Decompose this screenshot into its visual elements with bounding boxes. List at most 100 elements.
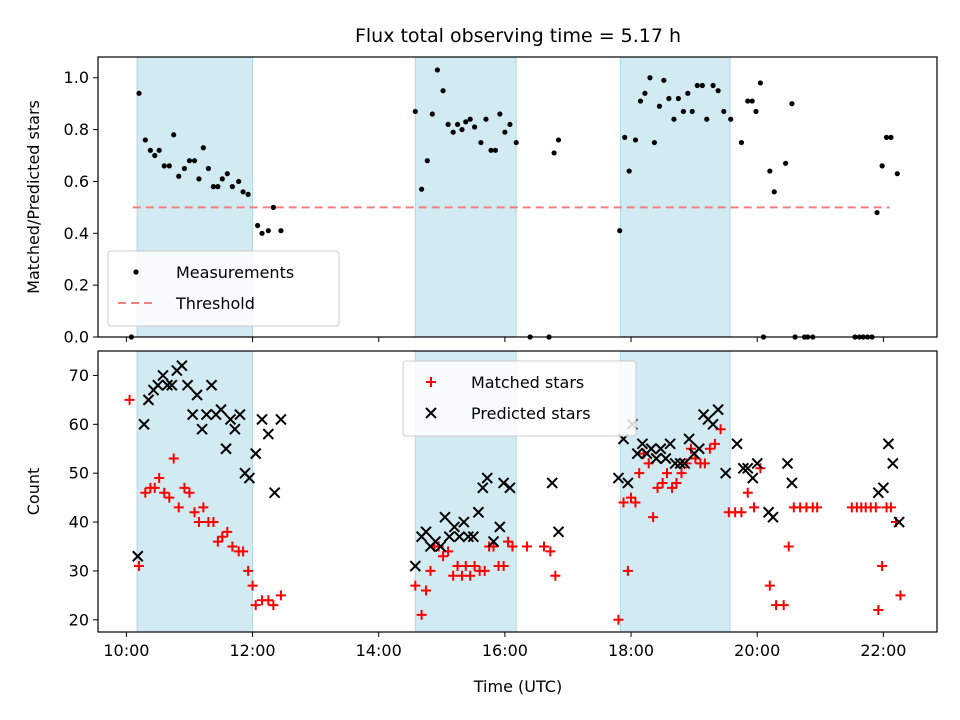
measurement-point	[626, 168, 632, 174]
matched-star-point	[685, 443, 696, 454]
measurement-point	[555, 137, 562, 143]
measurement-point	[502, 129, 508, 135]
predicted-star-point	[546, 477, 558, 489]
measurement-point	[728, 116, 734, 122]
matched-star-point	[630, 497, 641, 508]
matched-star-point	[676, 468, 687, 479]
matched-star-point	[634, 468, 645, 479]
matched-star-point	[238, 546, 249, 557]
measurement-point	[699, 82, 705, 89]
measurement-point	[156, 147, 162, 153]
measurement-point	[200, 145, 206, 151]
matched-star-point	[438, 551, 449, 562]
measurement-point	[240, 189, 246, 195]
measurement-point	[753, 108, 759, 115]
legend-label: Predicted stars	[471, 404, 591, 423]
measurement-point	[617, 228, 623, 234]
predicted-star-point	[477, 482, 489, 494]
measurement-point	[497, 111, 503, 117]
matched-star-point	[448, 570, 459, 581]
matched-star-point	[198, 502, 209, 513]
matched-star-point	[870, 502, 881, 513]
predicted-star-point	[693, 443, 705, 455]
measurement-point	[492, 147, 499, 153]
predicted-star-point	[719, 467, 732, 479]
matched-star-point	[699, 458, 710, 469]
matched-star-point	[250, 600, 261, 611]
y-tick-label: 60	[69, 415, 89, 434]
x-tick-label: 20:00	[734, 641, 780, 660]
matched-star-point	[217, 531, 228, 542]
matched-star-point	[275, 590, 286, 601]
measurement-point	[181, 165, 188, 172]
predicted-star-point	[166, 379, 178, 391]
predicted-star-point	[462, 530, 475, 543]
matched-star-point	[469, 561, 480, 572]
measurement-point	[488, 147, 494, 153]
matched-star-point	[488, 541, 499, 552]
measurement-point	[265, 228, 271, 234]
matched-star-point	[657, 477, 668, 488]
matched-star-point	[755, 463, 766, 474]
measurement-point	[440, 88, 446, 94]
matched-star-point	[783, 541, 794, 552]
measurement-point	[671, 116, 677, 122]
matched-star-point	[709, 438, 720, 449]
predicted-star-point	[205, 379, 218, 391]
measurement-point	[894, 171, 900, 177]
matched-star-point	[662, 468, 673, 479]
measurement-point	[879, 163, 885, 169]
x-axis-label: Time (UTC)	[473, 677, 562, 696]
predicted-star-point	[737, 462, 750, 474]
predicted-star-point	[494, 521, 506, 533]
matched-star-point	[873, 605, 884, 616]
predicted-star-point	[636, 438, 649, 450]
y-tick-label: 70	[69, 366, 89, 385]
predicted-star-point	[786, 477, 798, 489]
predicted-star-point	[504, 482, 516, 494]
matched-star-point	[134, 561, 145, 572]
predicted-star-point	[234, 408, 246, 421]
predicted-star-point	[142, 394, 155, 406]
predicted-star-point	[186, 408, 199, 421]
matched-star-point	[164, 492, 175, 503]
matched-star-point	[154, 473, 165, 484]
matched-star-point	[268, 600, 279, 611]
predicted-star-point	[152, 379, 164, 391]
matched-star-point	[179, 482, 190, 493]
measurement-point	[689, 108, 695, 115]
measurement-point	[767, 168, 773, 174]
measurement-point	[883, 134, 890, 140]
measurement-point	[783, 160, 789, 166]
observing-window	[414, 56, 517, 338]
measurement-point	[680, 108, 687, 115]
predicted-star-point	[678, 457, 691, 470]
measurement-point	[254, 222, 261, 229]
matched-star-point	[778, 600, 789, 611]
measurement-point	[434, 67, 440, 73]
predicted-star-point	[645, 443, 657, 455]
measurement-point	[171, 132, 177, 138]
predicted-star-point	[467, 530, 480, 543]
legend: Measurements Threshold	[107, 250, 340, 327]
legend-label: Threshold	[175, 294, 255, 313]
measurement-point	[685, 90, 691, 96]
predicted-star-point	[434, 540, 447, 553]
predicted-star-point	[669, 457, 681, 470]
matched-star-point	[159, 487, 170, 498]
measurement-point	[463, 119, 469, 125]
matched-star-point	[667, 482, 678, 493]
predicted-star-point	[552, 526, 565, 538]
matched-star-point	[671, 477, 682, 488]
plot-frame	[97, 56, 938, 338]
matched-star-point	[764, 580, 775, 591]
predicted-star-point	[249, 447, 262, 460]
legend-label: Matched stars	[471, 373, 584, 392]
matched-star-point	[622, 565, 633, 576]
matched-star-point	[503, 536, 514, 547]
matched-star-point	[648, 512, 659, 523]
measurement-point	[874, 209, 880, 216]
matched-star-point	[263, 595, 274, 606]
matched-star-point	[222, 526, 233, 537]
predicted-star-point	[497, 477, 510, 489]
